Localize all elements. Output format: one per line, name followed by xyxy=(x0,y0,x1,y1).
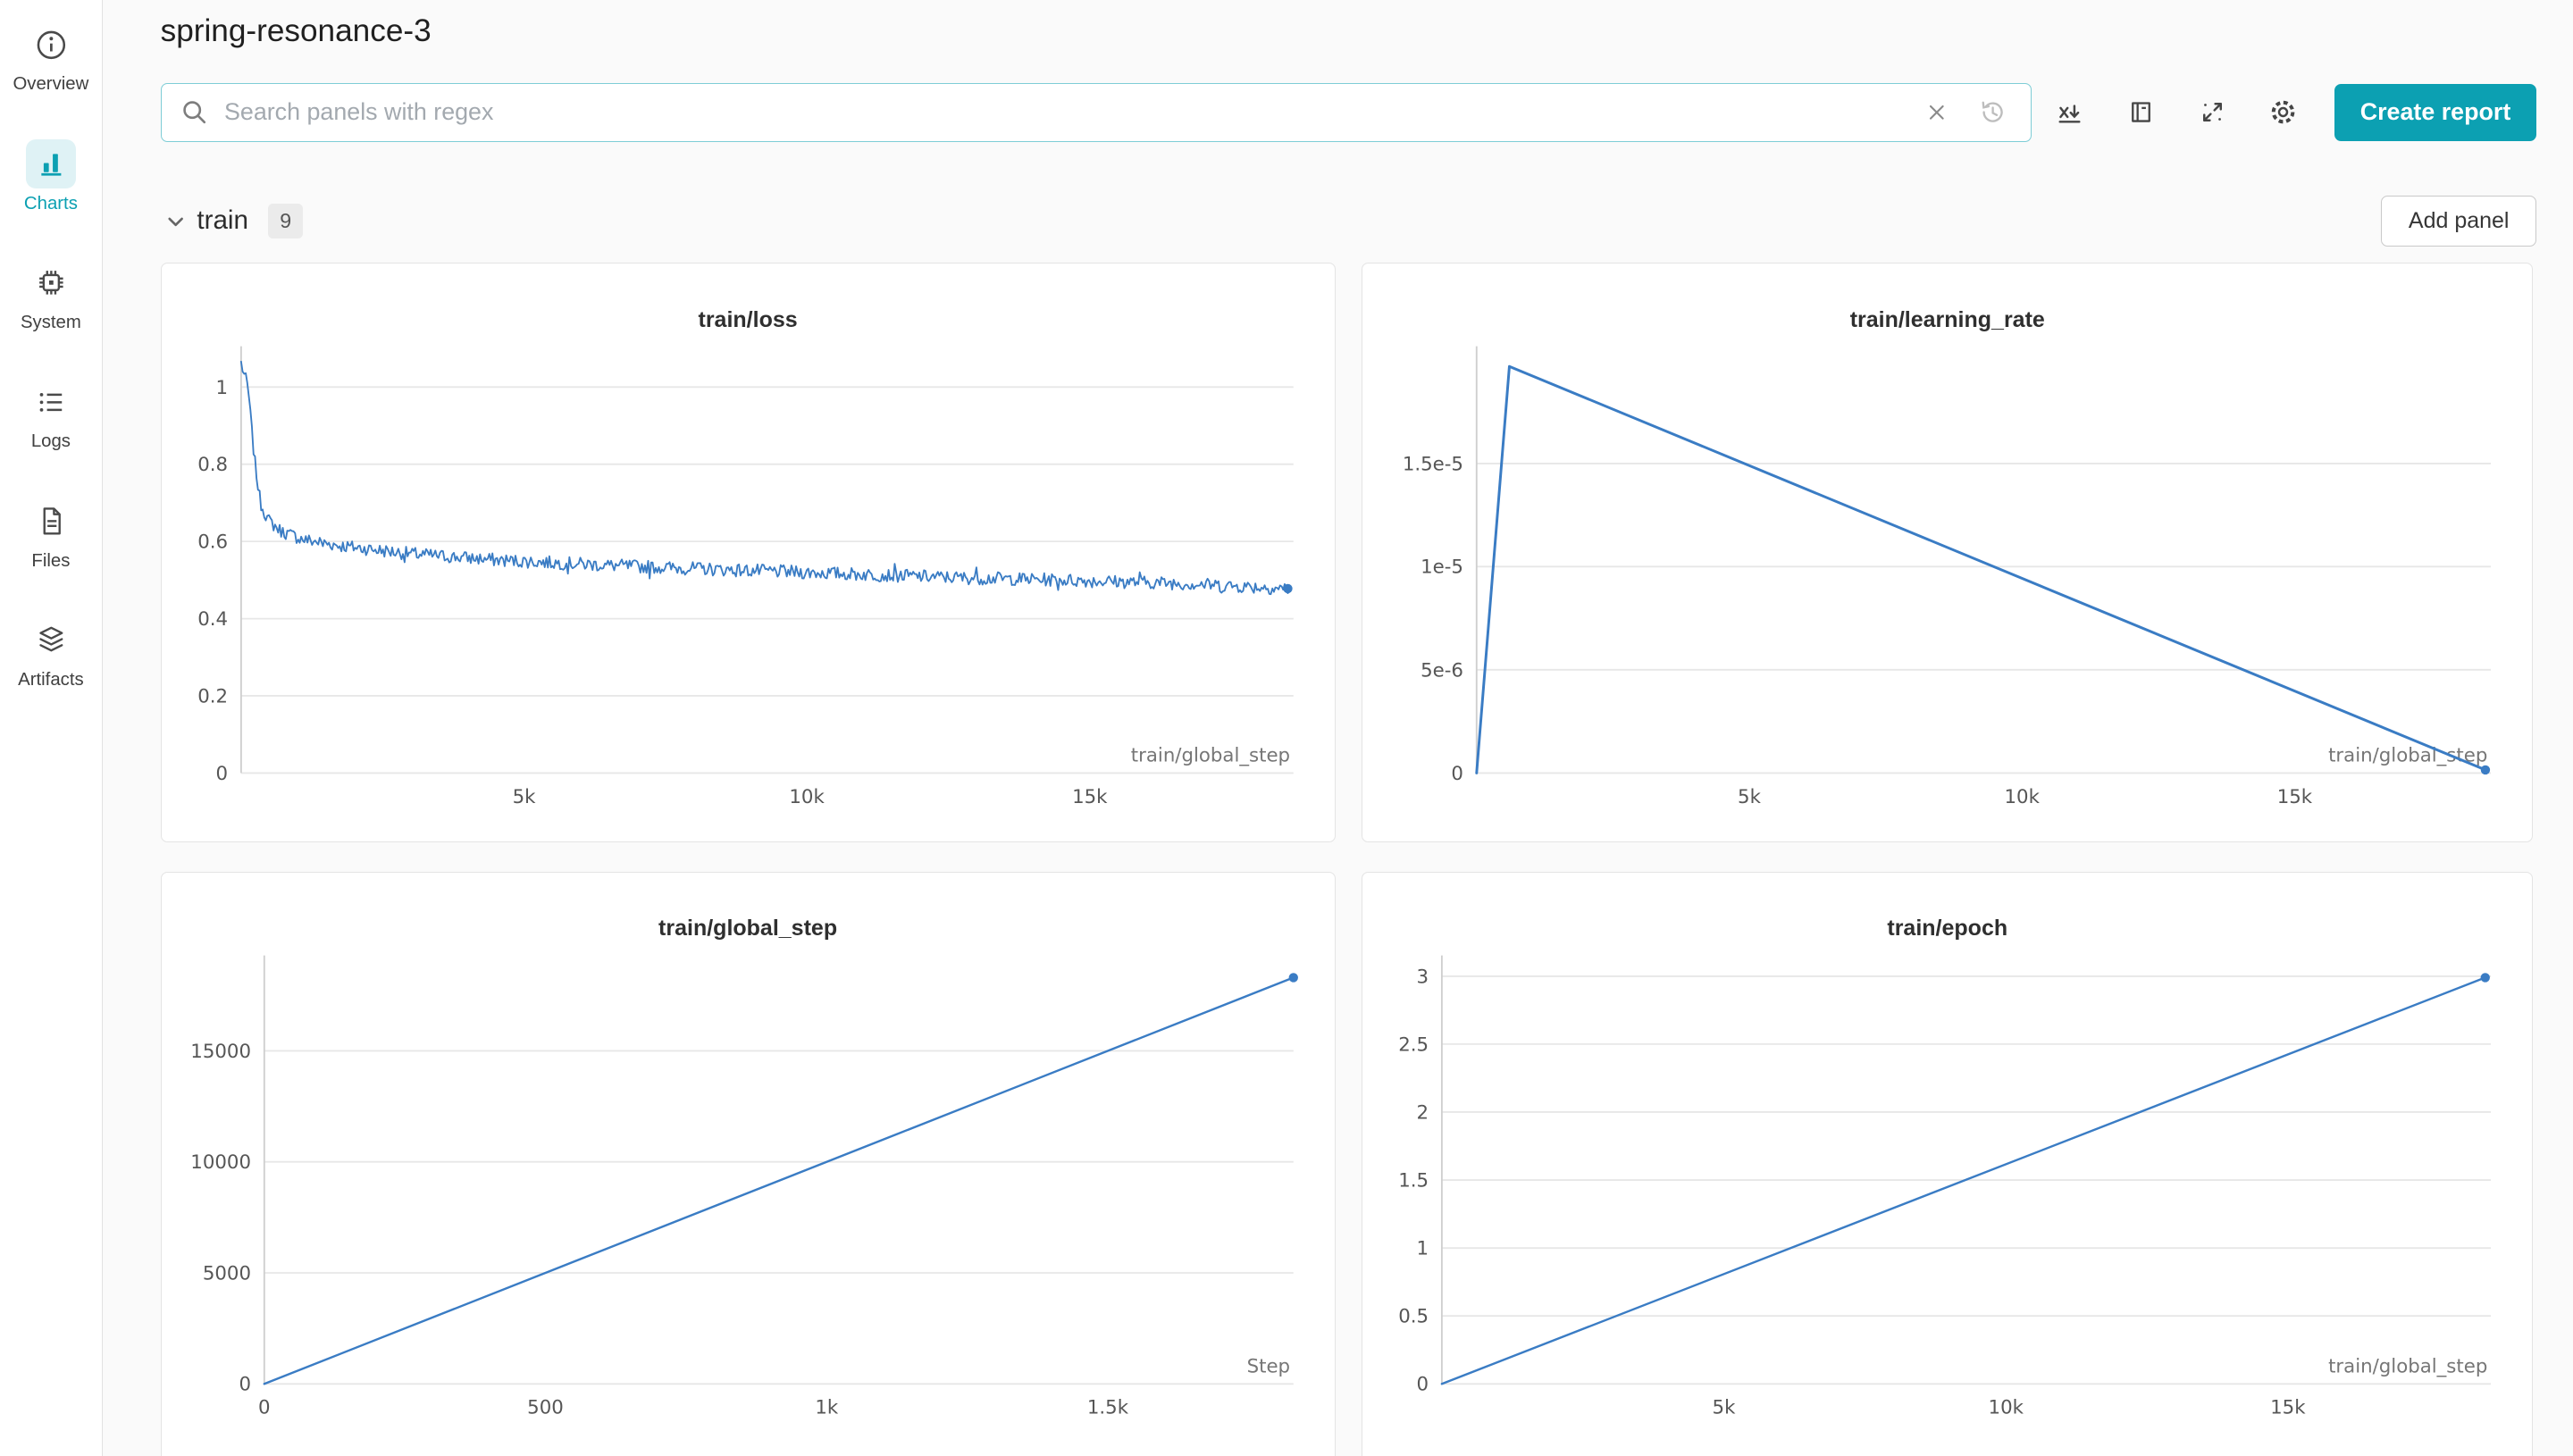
svg-text:5e-6: 5e-6 xyxy=(1421,660,1463,682)
svg-text:15000: 15000 xyxy=(190,1041,251,1063)
sidebar: Overview Charts System Logs Files xyxy=(0,0,103,1456)
sidebar-item-label: System xyxy=(20,313,81,332)
sidebar-item-label: Logs xyxy=(30,431,71,452)
svg-text:0.2: 0.2 xyxy=(197,686,228,708)
panel-gallery-button[interactable] xyxy=(2113,84,2169,140)
list-icon xyxy=(26,377,76,427)
svg-text:train/global_step: train/global_step xyxy=(2328,1355,2487,1377)
svg-text:15k: 15k xyxy=(1072,786,1108,808)
svg-text:0: 0 xyxy=(215,763,228,785)
svg-text:1: 1 xyxy=(1417,1238,1429,1260)
svg-text:10000: 10000 xyxy=(190,1151,251,1174)
search-history-button[interactable] xyxy=(1965,84,2021,140)
section-header-train: train 9 Add panel xyxy=(161,195,2537,247)
bar-chart-icon xyxy=(26,138,76,189)
x-axis-icon xyxy=(2053,96,2086,129)
x-axis-settings-button[interactable] xyxy=(2041,84,2098,140)
svg-text:10k: 10k xyxy=(2005,786,2041,808)
layers-icon xyxy=(26,615,76,665)
expand-icon xyxy=(2196,96,2229,129)
svg-text:5000: 5000 xyxy=(202,1262,250,1284)
svg-text:5k: 5k xyxy=(512,786,536,808)
history-icon xyxy=(1977,96,2008,128)
cpu-icon xyxy=(26,258,76,308)
panel-grid: train/loss 0 0.2 0.4 0.6 0.8 1 5k 10k 15k train/g… xyxy=(160,263,2537,1456)
chart-title: train/learning_rate xyxy=(1849,306,2045,332)
main-content: spring-resonance-3 xyxy=(103,0,2573,1456)
svg-text:15k: 15k xyxy=(2270,1397,2306,1419)
svg-text:0.5: 0.5 xyxy=(1398,1305,1429,1327)
svg-text:0: 0 xyxy=(1452,763,1464,785)
svg-text:10k: 10k xyxy=(789,786,825,808)
panel-count-badge: 9 xyxy=(268,203,304,238)
svg-text:0: 0 xyxy=(239,1374,251,1396)
sidebar-item-label: Charts xyxy=(23,193,78,213)
clear-search-button[interactable] xyxy=(1908,84,1965,140)
svg-text:2: 2 xyxy=(1417,1101,1429,1124)
sidebar-item-overview[interactable]: Overview xyxy=(0,10,102,129)
svg-text:train/global_step: train/global_step xyxy=(2328,745,2487,767)
workspace-settings-button[interactable] xyxy=(2255,84,2311,140)
svg-text:0.4: 0.4 xyxy=(197,608,228,631)
chart-panel: train/learning_rate 0 5e-6 1e-5 1.5e-5 5k 10k… xyxy=(1362,263,2534,842)
svg-text:2.5: 2.5 xyxy=(1398,1033,1429,1056)
sidebar-item-charts[interactable]: Charts xyxy=(0,129,102,247)
svg-text:15k: 15k xyxy=(2277,786,2313,808)
sidebar-item-logs[interactable]: Logs xyxy=(0,367,102,486)
search-icon xyxy=(178,96,211,129)
svg-text:1k: 1k xyxy=(815,1397,839,1419)
svg-text:Step: Step xyxy=(1246,1355,1289,1377)
close-icon xyxy=(1923,99,1950,126)
line-chart-train-global-step[interactable]: 0 5000 10000 15000 0 500 1k 1.5k Step xyxy=(162,873,1333,1456)
chart-panel: train/loss 0 0.2 0.4 0.6 0.8 1 5k 10k 15k train/g… xyxy=(160,263,1336,842)
line-chart-train-epoch[interactable]: 0 0.5 1 1.5 2 2.5 3 5k 10k 15k train/global_step xyxy=(1362,873,2531,1456)
sidebar-item-artifacts[interactable]: Artifacts xyxy=(0,606,102,724)
svg-text:1.5k: 1.5k xyxy=(1087,1397,1129,1419)
panel-search-toolbar: Create report xyxy=(160,82,2537,143)
create-report-button[interactable]: Create report xyxy=(2334,83,2536,142)
svg-text:5k: 5k xyxy=(1713,1397,1737,1419)
svg-text:3: 3 xyxy=(1417,966,1429,988)
chevron-down-icon[interactable] xyxy=(161,206,190,236)
svg-text:5k: 5k xyxy=(1738,786,1762,808)
search-input[interactable] xyxy=(221,96,1909,129)
svg-text:10k: 10k xyxy=(1989,1397,2024,1419)
svg-text:0: 0 xyxy=(1417,1374,1429,1396)
info-icon xyxy=(26,20,76,70)
chart-panel: train/global_step 0 5000 10000 15000 0 500 1k 1… xyxy=(160,871,1336,1456)
chart-panel: train/epoch 0 0.5 1 1.5 2 2.5 3 5k 10k 15k train/g… xyxy=(1362,871,2534,1456)
svg-text:500: 500 xyxy=(527,1397,564,1419)
gear-icon xyxy=(2267,96,2300,129)
add-panel-button[interactable]: Add panel xyxy=(2381,195,2537,247)
svg-text:0.8: 0.8 xyxy=(197,454,228,476)
line-chart-train-learning-rate[interactable]: 0 5e-6 1e-5 1.5e-5 5k 10k 15k train/global_step xyxy=(1362,264,2531,839)
sidebar-item-label: Overview xyxy=(13,74,89,95)
svg-text:0.6: 0.6 xyxy=(197,531,228,554)
sidebar-item-label: Artifacts xyxy=(18,670,84,690)
svg-text:1: 1 xyxy=(215,377,228,399)
panel-gallery-icon xyxy=(2125,96,2158,129)
chart-title: train/loss xyxy=(698,306,798,332)
panel-toolbar-icons xyxy=(2041,84,2311,140)
panel-search-box xyxy=(160,82,2032,143)
sidebar-item-files[interactable]: Files xyxy=(0,486,102,605)
chart-title: train/global_step xyxy=(658,916,838,941)
section-title[interactable]: train xyxy=(197,205,248,236)
svg-text:train/global_step: train/global_step xyxy=(1130,745,1289,767)
sidebar-item-system[interactable]: System xyxy=(0,248,102,367)
svg-text:0: 0 xyxy=(258,1397,271,1419)
svg-text:1e-5: 1e-5 xyxy=(1421,556,1463,579)
sidebar-item-label: Files xyxy=(31,550,71,571)
svg-text:1.5e-5: 1.5e-5 xyxy=(1403,454,1463,476)
svg-text:1.5: 1.5 xyxy=(1398,1169,1429,1192)
run-title: spring-resonance-3 xyxy=(160,13,432,48)
document-icon xyxy=(26,497,76,547)
chart-title: train/epoch xyxy=(1887,916,2008,941)
expand-panels-button[interactable] xyxy=(2184,84,2241,140)
